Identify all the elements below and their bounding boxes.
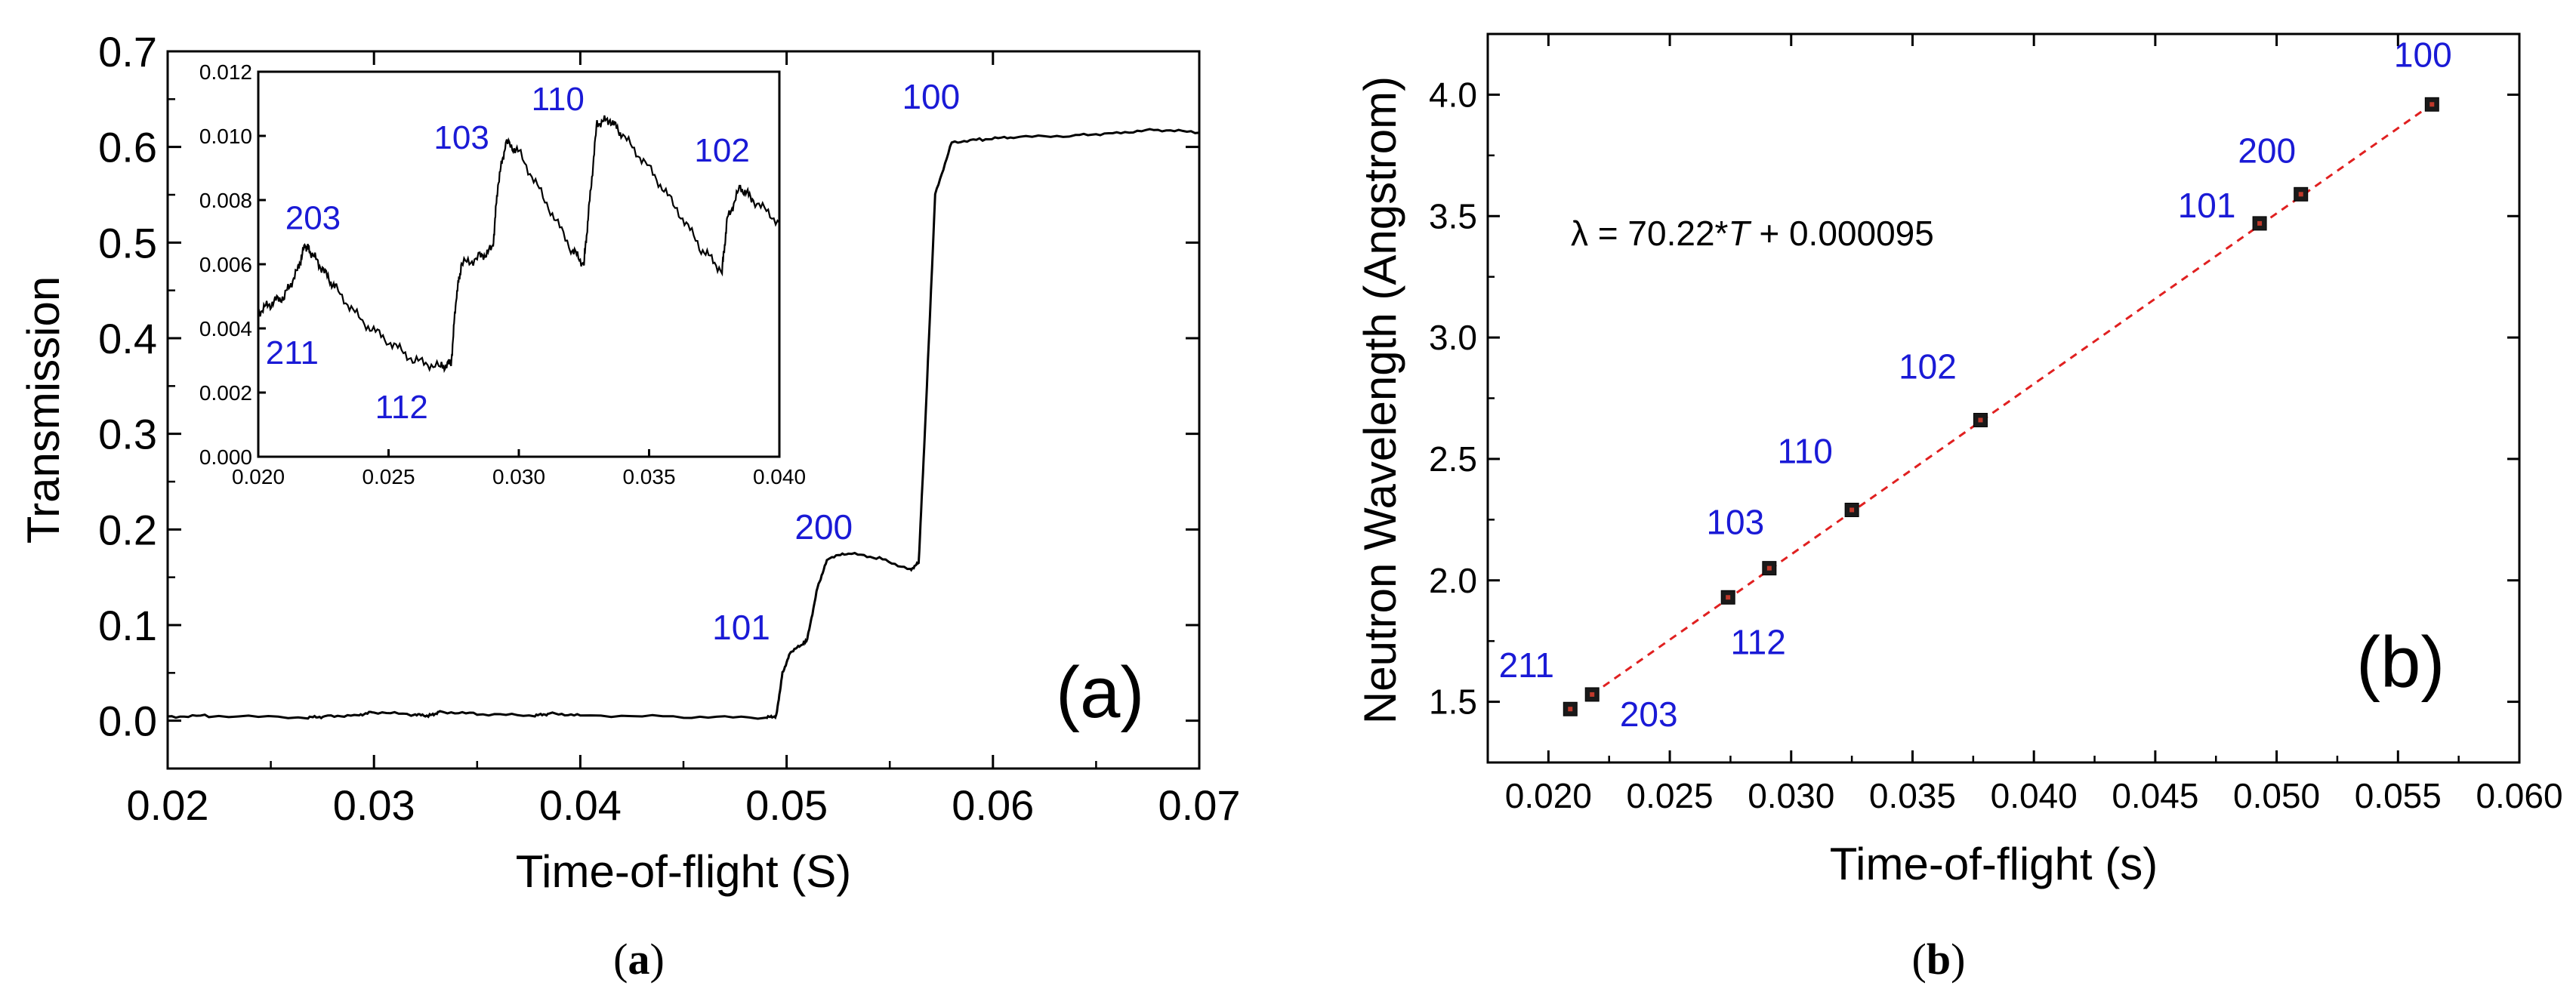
chart-b-point-center-103 bbox=[1766, 565, 1772, 571]
chart-b-panel-letter: (b) bbox=[2356, 622, 2445, 703]
inset-frame bbox=[257, 70, 781, 458]
chart-a-y-tick-label: 0.3 bbox=[98, 411, 157, 458]
chart-a-panel-letter: (a) bbox=[1056, 652, 1144, 733]
chart-a-y-tick-label: 0.4 bbox=[98, 315, 157, 362]
chart-b-y-tick-label: 3.5 bbox=[1429, 196, 1477, 236]
chart-a-y-axis-title: Transmission bbox=[18, 276, 69, 544]
inset-peak-label-110: 110 bbox=[532, 81, 585, 118]
chart-b-x-tick-label: 0.030 bbox=[1748, 776, 1834, 815]
chart-b-y-tick-label: 4.0 bbox=[1429, 75, 1477, 114]
chart-a-caption: (a) bbox=[613, 935, 665, 984]
inset-y-tick-label: 0.010 bbox=[199, 125, 252, 148]
chart-b-point-center-101 bbox=[2257, 220, 2263, 226]
inset-peak-label-103: 103 bbox=[433, 119, 489, 156]
chart-b: 0.020 0.025 0.030 0.035 0.040 0.045 0.050 0.055… bbox=[1355, 32, 2563, 984]
chart-a-y-tick-label: 0.6 bbox=[98, 124, 157, 171]
chart-a-series-line bbox=[167, 128, 1200, 720]
inset-y-tick-label: 0.008 bbox=[199, 189, 252, 212]
chart-b-point-label-101: 101 bbox=[2178, 186, 2236, 225]
inset-y-tick-label: 0.000 bbox=[199, 445, 252, 469]
inset-x-tick-label: 0.040 bbox=[753, 465, 806, 488]
chart-b-point-center-110 bbox=[1849, 507, 1855, 513]
chart-b-point-label-203: 203 bbox=[1620, 695, 1678, 734]
chart-a-peak-label-200: 200 bbox=[794, 507, 853, 547]
chart-b-equation: λ = 70.22*T + 0.000095 bbox=[1571, 214, 1934, 253]
chart-a-peak-label-101: 101 bbox=[712, 608, 770, 647]
chart-a-y-tick-label: 0.5 bbox=[98, 219, 157, 266]
inset-ticks: 0.020 0.025 0.030 0.035 0.040 0.000 0.002 0.004… bbox=[199, 60, 806, 488]
chart-b-x-tick-label: 0.025 bbox=[1626, 776, 1713, 815]
inset-peak-label-211: 211 bbox=[266, 334, 319, 371]
chart-b-x-tick-label: 0.055 bbox=[2355, 776, 2442, 815]
inset-y-tick-label: 0.006 bbox=[199, 253, 252, 276]
chart-b-point-label-103: 103 bbox=[1706, 503, 1764, 542]
chart-b-point-label-100: 100 bbox=[2394, 35, 2452, 74]
chart-b-x-axis-title: Time-of-flight (s) bbox=[1830, 839, 2158, 889]
inset-peak-label-203: 203 bbox=[285, 199, 341, 236]
chart-b-x-tick-label: 0.020 bbox=[1505, 776, 1592, 815]
chart-a-y-tick-label: 0.2 bbox=[98, 506, 157, 553]
inset-y-tick-label: 0.002 bbox=[199, 381, 252, 405]
chart-a-y-tick-label: 0.1 bbox=[98, 602, 157, 649]
chart-b-point-label-211: 211 bbox=[1499, 645, 1554, 685]
chart-b-point-label-112: 112 bbox=[1731, 622, 1786, 661]
chart-b-y-tick-label: 2.0 bbox=[1429, 561, 1477, 600]
chart-a-frame bbox=[166, 50, 1201, 770]
chart-b-caption: (b) bbox=[1912, 935, 1966, 984]
chart-a-x-tick-label: 0.06 bbox=[952, 781, 1034, 829]
chart-a-x-tick-label: 0.07 bbox=[1158, 781, 1241, 829]
chart-a-x-tick-label: 0.02 bbox=[127, 781, 209, 829]
chart-b-point-label-200: 200 bbox=[2238, 131, 2296, 170]
inset-peak-labels: 203 211 112 103 110 102 bbox=[266, 81, 750, 426]
chart-a-x-axis-title: Time-of-flight (S) bbox=[516, 846, 852, 897]
chart-b-ticks: 0.020 0.025 0.030 0.035 0.040 0.045 0.050 0.055… bbox=[1429, 34, 2563, 815]
inset-x-tick-label: 0.030 bbox=[492, 465, 545, 488]
chart-b-point-center-211 bbox=[1568, 707, 1573, 712]
chart-b-frame bbox=[1486, 32, 2521, 764]
chart-b-point-center-102 bbox=[1978, 417, 1983, 423]
inset-y-tick-label: 0.004 bbox=[199, 317, 252, 340]
chart-b-y-tick-label: 1.5 bbox=[1429, 682, 1477, 722]
inset-peak-label-112: 112 bbox=[375, 389, 428, 426]
chart-a: 0.02 0.03 0.04 0.05 0.06 0.07 0.0 0.1 0.2 0.3 0.4 0… bbox=[18, 28, 1241, 984]
chart-a-x-tick-label: 0.04 bbox=[539, 781, 622, 829]
chart-b-point-center-100 bbox=[2429, 102, 2435, 107]
chart-b-point-label-110: 110 bbox=[1777, 431, 1832, 470]
chart-b-x-tick-label: 0.040 bbox=[1991, 776, 2078, 815]
chart-a-x-tick-label: 0.03 bbox=[333, 781, 415, 829]
chart-b-x-tick-label: 0.050 bbox=[2233, 776, 2320, 815]
chart-a-y-tick-label: 0.7 bbox=[98, 28, 157, 75]
inset-chart: 0.020 0.025 0.030 0.035 0.040 0.000 0.002 0.004… bbox=[199, 60, 806, 488]
chart-a-peak-label-100: 100 bbox=[902, 77, 960, 116]
chart-b-y-tick-label: 3.0 bbox=[1429, 318, 1477, 357]
chart-a-ticks: 0.02 0.03 0.04 0.05 0.06 0.07 0.0 0.1 0.2 0.3 0.4 0… bbox=[98, 28, 1240, 829]
chart-b-x-tick-label: 0.045 bbox=[2112, 776, 2198, 815]
chart-a-y-tick-label: 0.0 bbox=[98, 698, 157, 745]
chart-b-points bbox=[1563, 97, 2439, 716]
chart-b-y-axis-title: Neutron Wavelength (Angstrom) bbox=[1355, 76, 1405, 724]
chart-b-x-tick-label: 0.035 bbox=[1869, 776, 1956, 815]
chart-b-y-tick-label: 2.5 bbox=[1429, 439, 1477, 479]
chart-a-peak-labels: 100 200 101 bbox=[712, 77, 960, 647]
inset-x-tick-label: 0.035 bbox=[622, 465, 675, 488]
chart-a-x-tick-label: 0.05 bbox=[745, 781, 828, 829]
chart-b-point-label-102: 102 bbox=[1899, 347, 1957, 386]
inset-y-tick-label: 0.012 bbox=[199, 60, 252, 84]
inset-peak-label-102: 102 bbox=[694, 132, 749, 169]
inset-series-line bbox=[258, 115, 780, 374]
inset-x-tick-label: 0.025 bbox=[362, 465, 415, 488]
chart-b-point-center-200 bbox=[2298, 192, 2303, 197]
chart-b-point-center-203 bbox=[1590, 692, 1595, 697]
inset-x-tick-label: 0.020 bbox=[232, 465, 285, 488]
chart-b-point-center-112 bbox=[1726, 595, 1731, 600]
chart-b-x-tick-label: 0.060 bbox=[2476, 776, 2562, 815]
